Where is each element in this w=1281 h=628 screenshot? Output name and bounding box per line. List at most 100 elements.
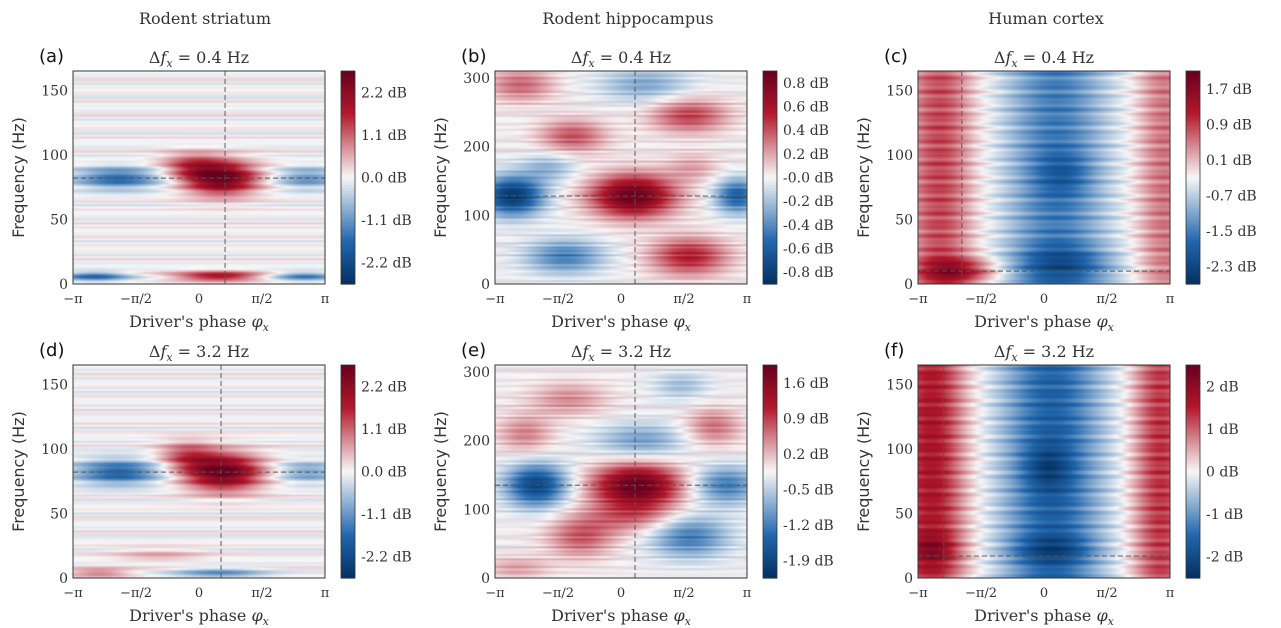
colorbar-segment [1186, 92, 1200, 96]
colorbar-tick-label: -1.2 dB [783, 518, 834, 534]
colorbar-segment [763, 257, 777, 261]
colorbar-segment [341, 94, 355, 99]
colorbar-segment [763, 463, 777, 467]
colorbar-segment [341, 562, 355, 566]
colorbar: 1.7 dB 0.9 dB 0.1 dB -0.7 dB -1.5 dB -2.3 dB [1185, 70, 1257, 285]
panel-label: (b) [461, 46, 486, 67]
colorbar-segment [763, 391, 777, 395]
colorbar-segment [1186, 153, 1200, 157]
colorbar-segment [1186, 174, 1200, 179]
colorbar-segment [341, 404, 355, 409]
colorbar-segment [341, 148, 355, 152]
colorbar-tick-label: 1.7 dB [1206, 82, 1252, 98]
x-tick-label: π [321, 292, 330, 307]
colorbar-segment [763, 89, 777, 93]
colorbar-segment [763, 546, 777, 550]
colorbar-segment [763, 182, 777, 187]
colorbar-tick-label: 1.6 dB [783, 376, 829, 392]
colorbar-tick-label: 2 dB [1206, 379, 1239, 395]
heatmap-image [495, 71, 747, 284]
heatmap-image [73, 365, 325, 578]
colorbar-segment [763, 177, 777, 181]
colorbar-segment [1186, 410, 1200, 414]
colorbar-segment [1186, 540, 1200, 544]
colorbar-segment [763, 388, 777, 393]
colorbar-segment [763, 450, 777, 454]
colorbar-segment [1186, 394, 1200, 398]
colorbar-tick-label: -1.1 dB [361, 507, 412, 523]
colorbar: 0.8 dB 0.6 dB 0.4 dB 0.2 dB -0.0 dB -0.2 dB -0… [762, 70, 834, 285]
colorbar-segment [341, 105, 355, 109]
colorbar-segment [341, 551, 355, 555]
colorbar-segment [763, 559, 777, 563]
colorbar-segment [341, 522, 355, 526]
colorbar-segment [763, 86, 777, 91]
colorbar-segment [1186, 482, 1200, 486]
colorbar-segment [763, 468, 777, 473]
colorbar-segment [1186, 145, 1200, 149]
colorbar-segment [1186, 161, 1200, 165]
y-axis-label: Frequency (Hz) [431, 117, 450, 238]
colorbar-segment [763, 76, 777, 80]
panel-title: Δfx = 0.4 Hz [149, 48, 249, 70]
colorbar-segment [341, 399, 355, 403]
colorbar-segment [1186, 495, 1200, 499]
colorbar-segment [1186, 158, 1200, 163]
colorbar-segment [763, 188, 777, 192]
colorbar-segment [1186, 383, 1200, 387]
colorbar-segment [1186, 108, 1200, 112]
colorbar-segment [341, 418, 355, 422]
colorbar-segment [341, 204, 355, 208]
colorbar-segment [763, 482, 777, 486]
x-axis-label: Driver's phase φx [129, 312, 270, 334]
colorbar-segment [1186, 190, 1200, 195]
colorbar-segment [763, 567, 777, 571]
colorbar-segment [763, 169, 777, 173]
colorbar-segment [1186, 426, 1200, 430]
panel-d: (d) Δfx = 3.2 Hz −π −π/2 0 π/2 π Driver's phase… [9, 340, 412, 628]
colorbar-segment [341, 538, 355, 542]
colorbar-segment [341, 556, 355, 560]
colorbar-segment [1186, 105, 1200, 109]
colorbar-segment [763, 113, 777, 117]
colorbar-segment [1186, 365, 1200, 369]
colorbar-tick-label: -0.2 dB [783, 194, 834, 210]
colorbar-segment [341, 217, 355, 221]
colorbar-segment [763, 236, 777, 240]
colorbar-segment [763, 84, 777, 88]
colorbar-segment [341, 113, 355, 117]
colorbar-segment [763, 460, 777, 465]
colorbar-segment [1186, 399, 1200, 403]
colorbar-segment [341, 527, 355, 531]
colorbar-segment [1186, 236, 1200, 240]
colorbar-segment [763, 399, 777, 403]
colorbar-segment [763, 158, 777, 163]
colorbar-segment [1186, 97, 1200, 101]
colorbar-segment [763, 140, 777, 144]
y-tick-label: 150 [886, 377, 913, 393]
colorbar-segment [1186, 506, 1200, 510]
colorbar-segment [1186, 524, 1200, 529]
colorbar-segment [341, 365, 355, 369]
x-tick-label: −π/2 [120, 586, 152, 601]
panel-label: (f) [884, 340, 904, 361]
colorbar-segment [763, 156, 777, 160]
y-tick-label: 100 [41, 148, 68, 164]
colorbar-segment [341, 383, 355, 387]
y-axis-label: Frequency (Hz) [431, 411, 450, 532]
colorbar-segment [341, 431, 355, 435]
colorbar-segment [763, 522, 777, 526]
colorbar-segment [341, 468, 355, 473]
colorbar-segment [341, 423, 355, 427]
colorbar-segment [1186, 252, 1200, 256]
colorbar-segment [341, 238, 355, 242]
x-tick-label: −π/2 [965, 292, 997, 307]
colorbar-segment [1186, 100, 1200, 104]
colorbar-segment [763, 428, 777, 433]
colorbar-segment [341, 503, 355, 507]
colorbar-segment [1186, 476, 1200, 481]
colorbar-segment [763, 452, 777, 457]
colorbar-segment [763, 570, 777, 574]
colorbar-segment [341, 380, 355, 385]
colorbar-segment [1186, 474, 1200, 478]
